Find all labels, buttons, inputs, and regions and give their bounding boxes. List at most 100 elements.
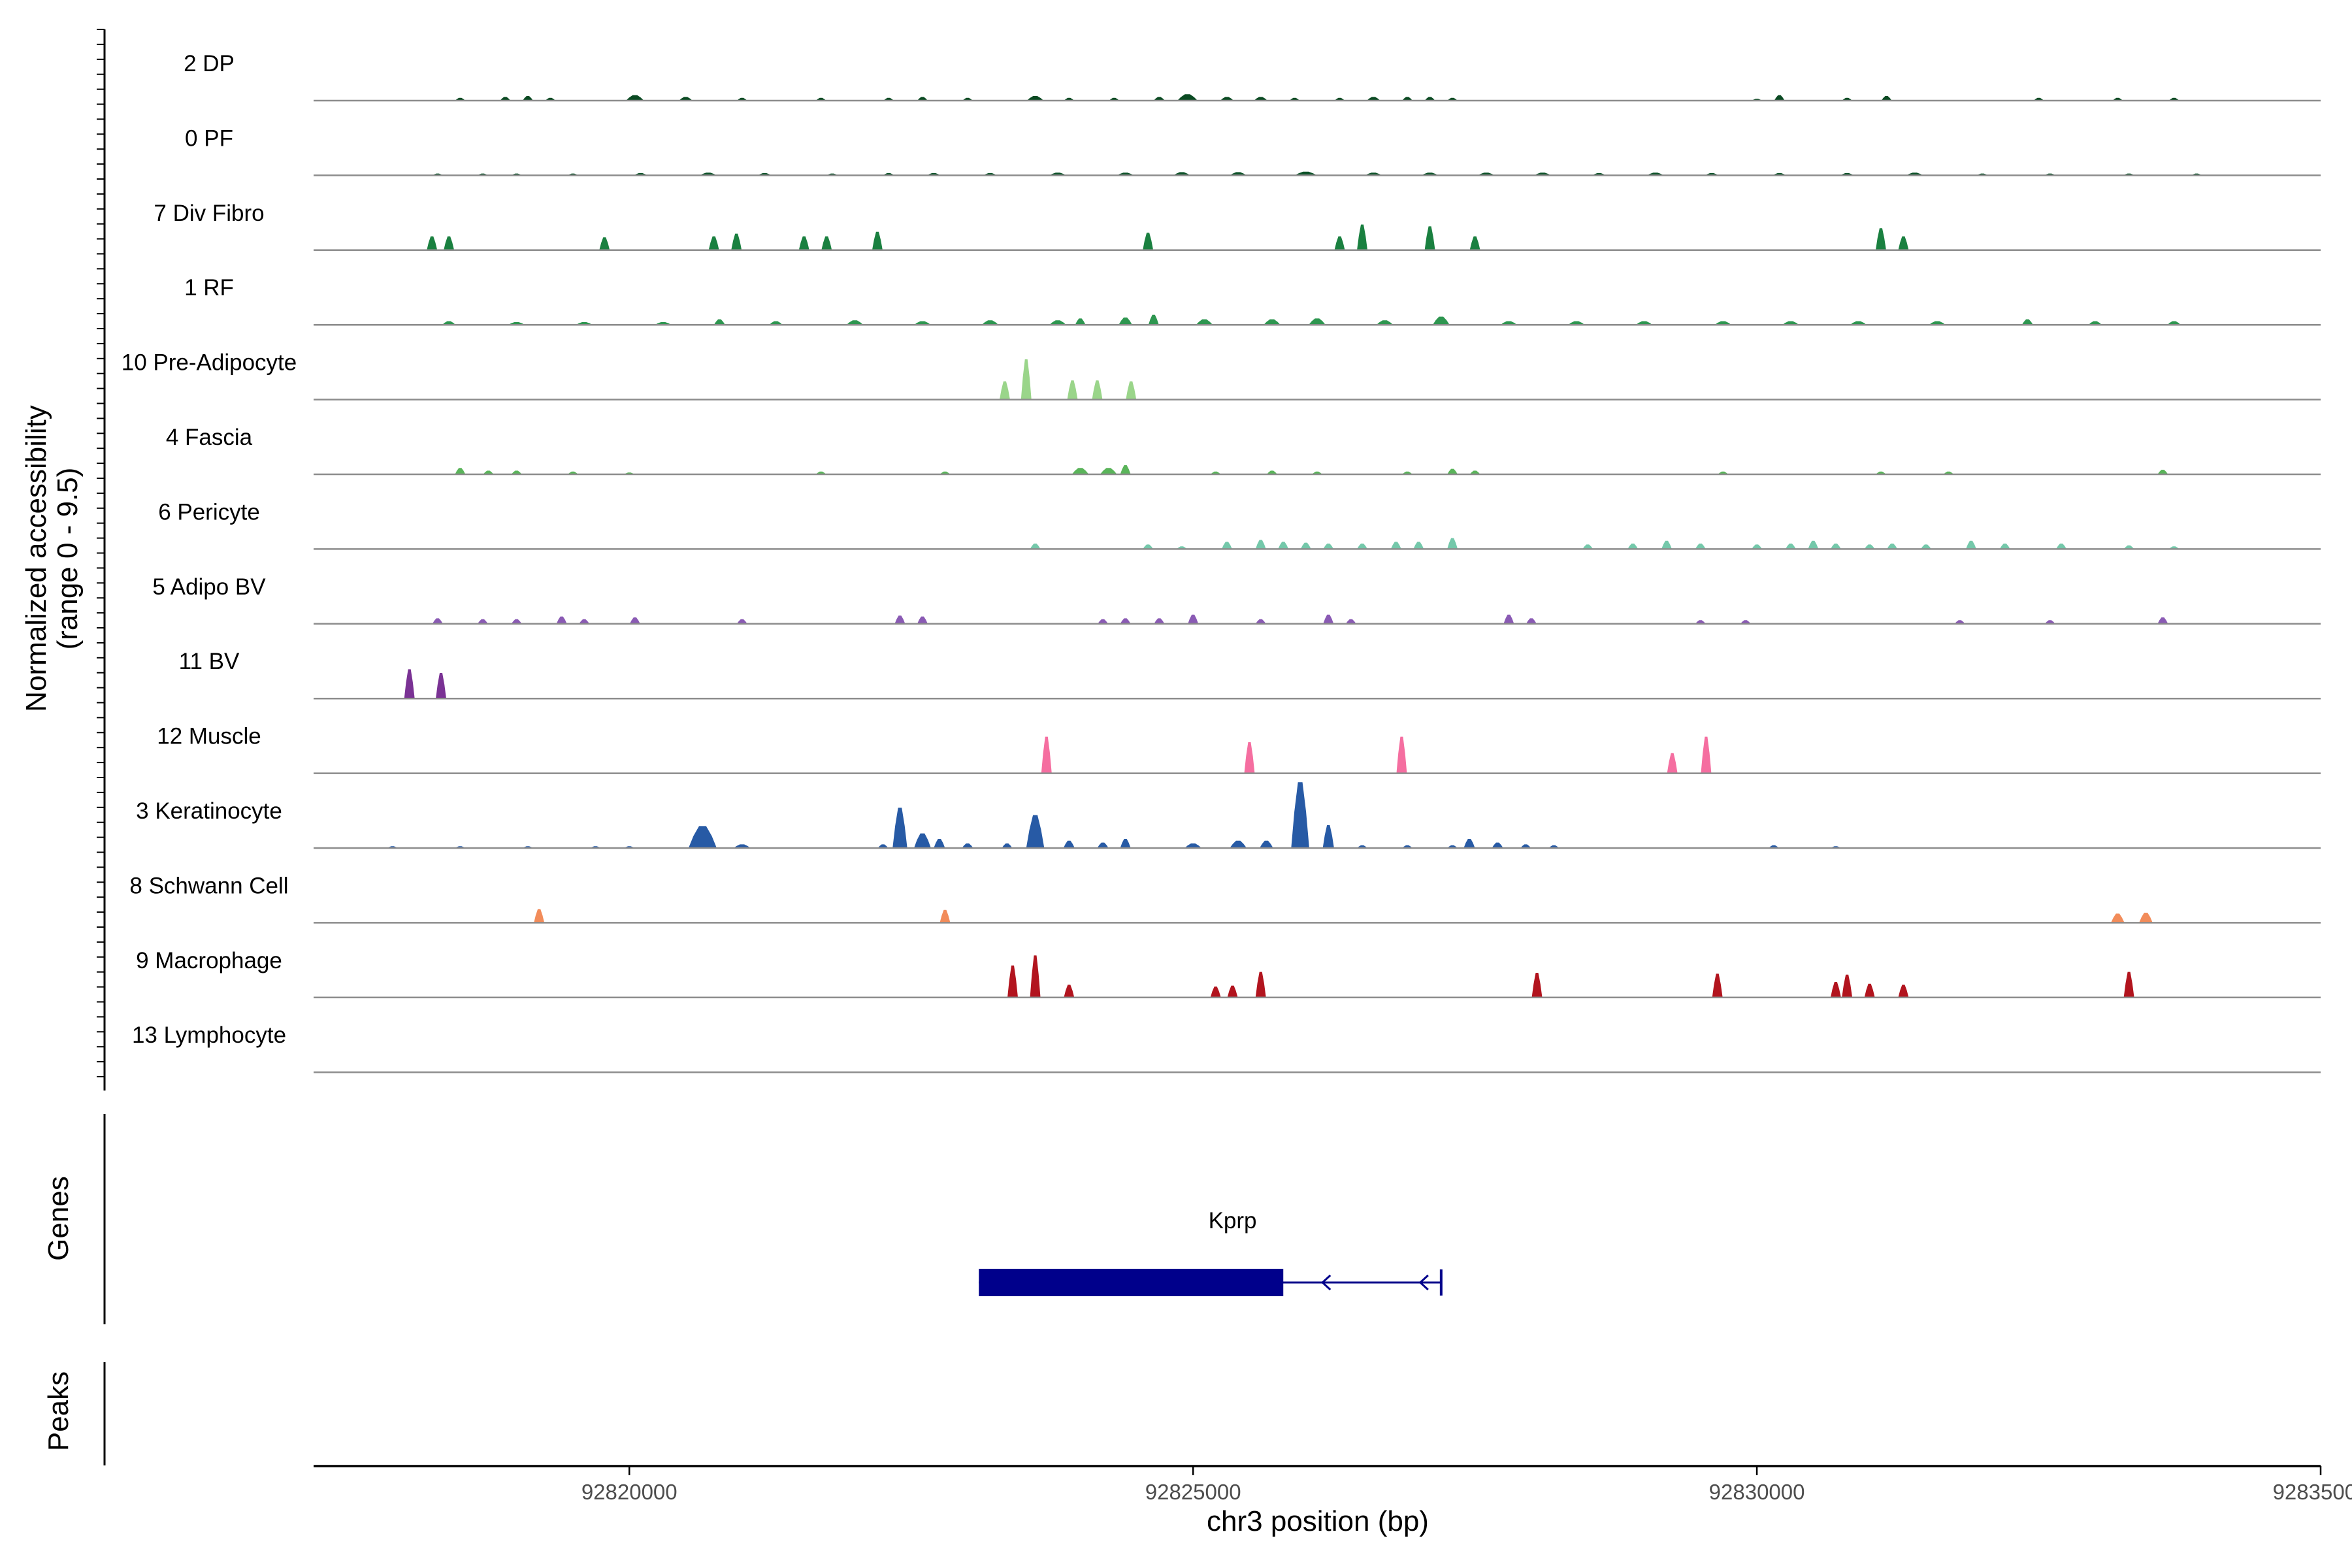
coverage-peak	[981, 320, 999, 325]
track-8-schwann-cell: 8 Schwann Cell	[129, 873, 2321, 924]
coverage-peak	[1064, 985, 1075, 998]
coverage-peak	[1100, 468, 1117, 474]
coverage-peak	[769, 321, 783, 325]
gene-kprp: Kprp	[979, 1208, 1443, 1296]
track-label: 2 DP	[184, 51, 235, 76]
coverage-peak	[1785, 544, 1796, 549]
coverage-peak	[2044, 620, 2055, 624]
gene-strand-arrow	[1321, 1274, 1331, 1291]
coverage-peak	[1864, 544, 1875, 549]
coverage-peak	[1300, 542, 1311, 549]
track-12-muscle: 12 Muscle	[157, 724, 2321, 774]
coverage-peak	[1278, 542, 1289, 549]
coverage-peak	[1049, 320, 1066, 325]
coverage-peak	[511, 619, 522, 624]
coverage-peak	[1875, 228, 1886, 250]
coverage-peak	[1264, 319, 1281, 325]
coverage-peak	[1255, 540, 1266, 549]
coverage-peak	[1030, 544, 1041, 549]
coverage-peak	[1842, 974, 1853, 998]
coverage-peak	[1143, 233, 1154, 250]
coverage-peak	[1568, 321, 1585, 325]
coverage-peak	[1881, 96, 1892, 101]
coverage-peak	[1667, 753, 1678, 774]
coverage-peak	[1067, 380, 1078, 400]
coverage-peak	[1830, 544, 1841, 549]
coverage-peak	[917, 616, 928, 624]
coverage-peak	[1447, 538, 1458, 549]
coverage-peak	[1177, 94, 1198, 101]
coverage-peak	[1143, 544, 1154, 549]
coverage-peak	[1830, 982, 1841, 998]
coverage-peak	[1492, 842, 1503, 848]
accessibility-tracks: 2 DP 0 PF 7 Div Fibro 1 RF 10 Pre-Adipocyte 4…	[122, 51, 2321, 1073]
coverage-peak	[1627, 544, 1639, 549]
coverage-peak	[1026, 96, 1044, 101]
track-label: 6 Pericyte	[158, 499, 260, 525]
coverage-peak	[1154, 618, 1165, 624]
track-label: 5 Adipo BV	[152, 574, 266, 600]
coverage-peak	[2021, 319, 2033, 325]
coverage-peak	[1850, 321, 1867, 325]
coverage-peak	[1635, 321, 1653, 325]
coverage-peak	[1120, 839, 1131, 848]
coverage-peak	[999, 381, 1010, 400]
track-label: 9 Macrophage	[136, 948, 282, 973]
track-label: 11 BV	[179, 649, 240, 674]
coverage-peak	[1424, 226, 1435, 250]
coverage-peak	[1695, 544, 1706, 549]
coverage-peak	[1898, 985, 1909, 998]
coverage-peak	[436, 673, 447, 699]
track-label: 1 RF	[184, 275, 234, 301]
coverage-peak	[1469, 470, 1480, 474]
coverage-peak	[679, 97, 693, 101]
coverage-peak	[1526, 618, 1537, 624]
coverage-peak	[1929, 321, 1946, 325]
coverage-peak	[1898, 236, 1909, 250]
x-axis-label: chr3 position (bp)	[1207, 1505, 1429, 1537]
coverage-peak	[1357, 544, 1368, 549]
coverage-peak	[1463, 839, 1475, 848]
coverage-peak	[934, 839, 945, 848]
y-axis-label-line2: (range 0 - 9.5)	[52, 468, 84, 650]
track-5-adipo-bv: 5 Adipo BV	[152, 574, 2321, 625]
coverage-peak	[872, 231, 883, 250]
coverage-peak	[1402, 97, 1413, 101]
coverage-peak	[1002, 843, 1013, 848]
x-tick-label: 92830000	[1709, 1480, 1805, 1504]
coverage-peak	[798, 236, 809, 250]
coverage-peak	[579, 619, 590, 624]
coverage-peak	[1119, 318, 1132, 325]
coverage-peak	[1126, 381, 1137, 400]
coverage-peak	[1322, 825, 1334, 848]
coverage-peak	[1007, 965, 1019, 998]
coverage-peak	[1230, 840, 1247, 848]
coverage-peak	[432, 618, 443, 624]
coverage-peak	[1188, 614, 1199, 624]
coverage-peak	[1266, 470, 1277, 474]
axes: Normalized accessibility (range 0 - 9.5)…	[20, 29, 2352, 1537]
coverage-peak	[1030, 955, 1041, 998]
coverage-peak	[2157, 617, 2168, 624]
coverage-peak	[1520, 844, 1531, 848]
x-tick-label: 92835000	[2273, 1480, 2352, 1504]
coverage-peak	[877, 844, 889, 848]
track-label: 13 Lymphocyte	[132, 1022, 286, 1048]
coverage-peak	[1148, 314, 1159, 325]
coverage-peak	[2167, 321, 2181, 325]
track-label: 0 PF	[185, 125, 233, 151]
coverage-peak	[556, 616, 567, 624]
track-label: 3 Keratinocyte	[136, 798, 282, 824]
coverage-peak	[1221, 542, 1232, 549]
coverage-peak	[2139, 913, 2153, 923]
coverage-peak	[917, 97, 928, 101]
coverage-peak	[2056, 544, 2067, 549]
coverage-peak	[1153, 97, 1166, 101]
coverage-peak	[1097, 842, 1109, 848]
coverage-peak	[1500, 321, 1518, 325]
track-13-lymphocyte: 13 Lymphocyte	[132, 1022, 2321, 1073]
coverage-peak	[1864, 983, 1875, 998]
coverage-peak	[731, 233, 742, 250]
track-11-bv: 11 BV	[179, 649, 2321, 700]
